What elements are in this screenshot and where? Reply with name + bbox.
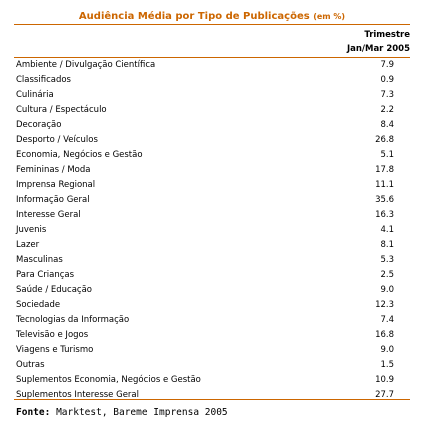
row-label: Ambiente / Divulgação Científica: [16, 60, 156, 70]
table-row: Televisão e Jogos 16.8: [14, 328, 410, 343]
row-value: 2.2: [380, 105, 394, 115]
row-value: 16.3: [375, 210, 394, 220]
row-value: 1.5: [380, 360, 394, 370]
row-label: Cultura / Espectáculo: [16, 105, 107, 115]
row-value: 0.9: [380, 75, 394, 85]
row-value: 17.8: [375, 165, 394, 175]
row-value: 5.1: [380, 150, 394, 160]
row-label: Desporto / Veículos: [16, 135, 98, 145]
title-text: Audiência Média por Tipo de Publicações: [78, 11, 310, 22]
row-label: Masculinas: [16, 255, 63, 265]
table-row: Para Crianças 2.5: [14, 268, 410, 283]
row-label: Interesse Geral: [16, 210, 81, 220]
row-value: 8.1: [380, 240, 394, 250]
row-value: 7.3: [380, 90, 394, 100]
row-label: Televisão e Jogos: [16, 330, 89, 340]
table-row: Cultura / Espectáculo 2.2: [14, 103, 410, 118]
row-label: Para Crianças: [16, 270, 75, 280]
row-value: 9.0: [380, 345, 394, 355]
title-divider: [14, 24, 410, 25]
row-label: Outras: [16, 360, 45, 370]
table-row: Viagens e Turismo 9.0: [14, 343, 410, 358]
row-value: 7.4: [380, 315, 394, 325]
column-header-period: Trimestre: [364, 30, 410, 40]
table-row: Sociedade 12.3: [14, 298, 410, 313]
table-row: Ambiente / Divulgação Científica 7.9: [14, 58, 410, 73]
row-value: 7.9: [380, 60, 394, 70]
row-label: Tecnologias da Informação: [16, 315, 130, 325]
row-value: 10.9: [375, 375, 394, 385]
table-row: Tecnologias da Informação 7.4: [14, 313, 410, 328]
table-row: Culinária 7.3: [14, 88, 410, 103]
row-value: 35.6: [375, 195, 394, 205]
table-title: Audiência Média por Tipo de Publicações …: [0, 11, 424, 22]
table-row: Informação Geral 35.6: [14, 193, 410, 208]
table-row: Juvenis 4.1: [14, 223, 410, 238]
row-value: 26.8: [375, 135, 394, 145]
row-label: Sociedade: [16, 300, 61, 310]
row-label: Decoração: [16, 120, 62, 130]
row-label: Informação Geral: [16, 195, 90, 205]
row-label: Juvenis: [16, 225, 47, 235]
table-row: Saúde / Educação 9.0: [14, 283, 410, 298]
row-label: Femininas / Moda: [16, 165, 91, 175]
row-value: 11.1: [375, 180, 394, 190]
title-unit: (em %): [313, 12, 346, 21]
table-row: Lazer 8.1: [14, 238, 410, 253]
row-label: Culinária: [16, 90, 54, 100]
table-row: Interesse Geral 16.3: [14, 208, 410, 223]
source-note: Fonte: Marktest, Bareme Imprensa 2005: [16, 407, 228, 418]
table-row: Economia, Negócios e Gestão 5.1: [14, 148, 410, 163]
table-row: Desporto / Veículos 26.8: [14, 133, 410, 148]
row-value: 16.8: [375, 330, 394, 340]
row-value: 8.4: [380, 120, 394, 130]
row-value: 2.5: [380, 270, 394, 280]
row-value: 5.3: [380, 255, 394, 265]
table-row: Outras 1.5: [14, 358, 410, 373]
table-row: Masculinas 5.3: [14, 253, 410, 268]
header-divider: [14, 57, 410, 58]
row-label: Viagens e Turismo: [16, 345, 94, 355]
table-bottom-divider: [14, 399, 410, 400]
row-value: 12.3: [375, 300, 394, 310]
row-label: Classificados: [16, 75, 71, 85]
row-label: Suplementos Interesse Geral: [16, 390, 139, 400]
row-label: Imprensa Regional: [16, 180, 96, 190]
table-row: Suplementos Interesse Geral 27.7: [14, 388, 410, 403]
row-label: Economia, Negócios e Gestão: [16, 150, 143, 160]
row-label: Suplementos Economia, Negócios e Gestão: [16, 375, 201, 385]
row-label: Saúde / Educação: [16, 285, 93, 295]
row-value: 9.0: [380, 285, 394, 295]
table-row: Femininas / Moda 17.8: [14, 163, 410, 178]
table-row: Classificados 0.9: [14, 73, 410, 88]
column-header-date: Jan/Mar 2005: [346, 44, 410, 54]
source-label: Fonte:: [16, 407, 51, 418]
table-row: Imprensa Regional 11.1: [14, 178, 410, 193]
source-text: Marktest, Bareme Imprensa 2005: [56, 407, 228, 418]
table-row: Decoração 8.4: [14, 118, 410, 133]
row-value: 4.1: [380, 225, 394, 235]
table-row: Suplementos Economia, Negócios e Gestão 1…: [14, 373, 410, 388]
row-label: Lazer: [16, 240, 40, 250]
row-value: 27.7: [375, 390, 394, 400]
data-table: Ambiente / Divulgação Científica 7.9 Class…: [14, 58, 410, 403]
